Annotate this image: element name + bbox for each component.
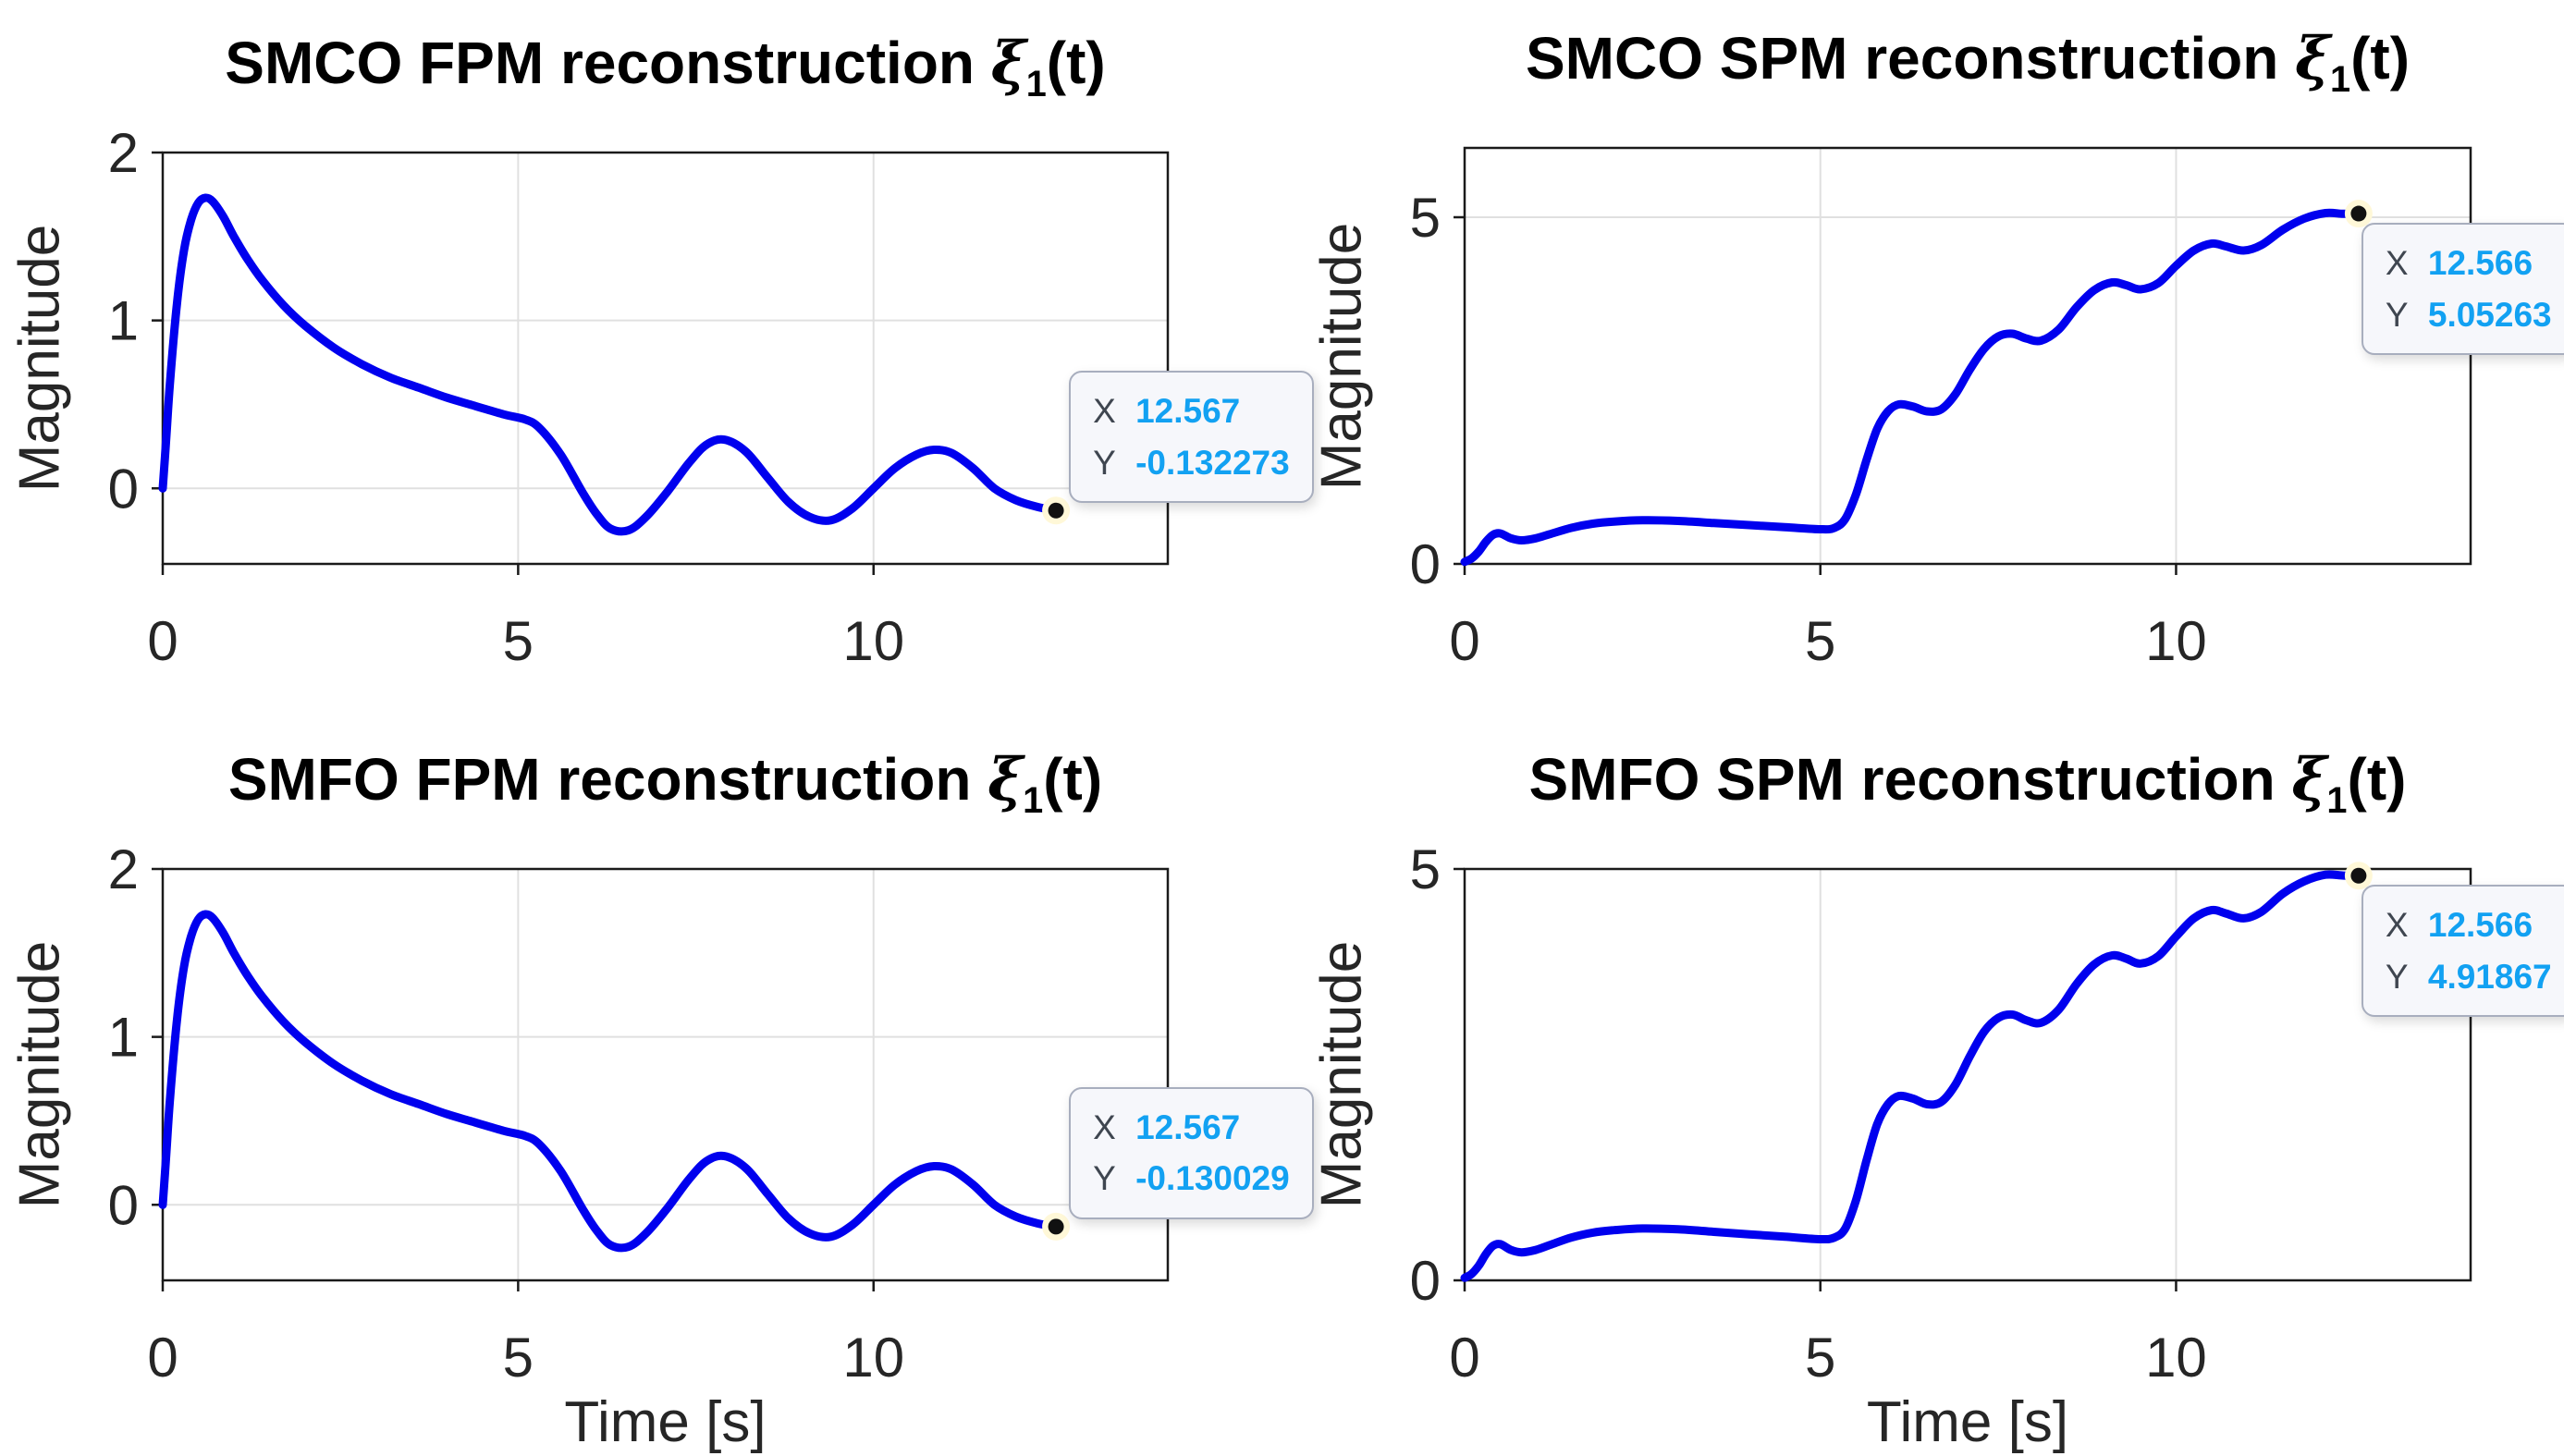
datatip-marker[interactable] — [2350, 867, 2367, 884]
y-tick-label: 0 — [1410, 533, 1441, 595]
datatip[interactable]: X 12.567 Y -0.130029 — [1069, 1086, 1314, 1219]
title-subscript: 1 — [2329, 58, 2351, 100]
datatip-y-label: Y — [2385, 295, 2409, 334]
datatip-y-row: Y 4.91867 — [2386, 951, 2552, 1003]
x-tick-label: 5 — [503, 1327, 534, 1389]
datatip-x-row: X 12.566 — [2386, 238, 2552, 289]
datatip-x-value: 12.566 — [2427, 244, 2533, 283]
datatip-y-value: -0.132273 — [1135, 443, 1290, 482]
datatip-marker[interactable] — [1048, 502, 1064, 519]
x-tick-label: 0 — [1449, 610, 1479, 672]
title-text: SMCO FPM reconstruction — [225, 30, 991, 96]
title-suffix: (t) — [1043, 746, 1103, 813]
y-tick-label: 0 — [108, 1174, 139, 1236]
axes-box — [1463, 146, 2472, 566]
xi-symbol: ξ — [988, 745, 1024, 814]
x-tick-label: 5 — [1805, 610, 1835, 672]
title-subscript: 1 — [2326, 779, 2348, 821]
plot-area-smco-fpm: 0 5 10 0 1 2 — [108, 122, 1170, 672]
x-axis-label: Time [s] — [564, 1390, 767, 1454]
x-tick-label: 0 — [1449, 1327, 1479, 1389]
datatip-y-row: Y -0.130029 — [1093, 1153, 1290, 1205]
title-suffix: (t) — [2350, 25, 2411, 92]
datatip-x-label: X — [2385, 244, 2409, 283]
datatip-y-row: Y -0.132273 — [1093, 437, 1290, 489]
y-tick-label: 2 — [108, 122, 139, 184]
title-text: SMFO SPM reconstruction — [1528, 746, 2292, 813]
datatip-x-value: 12.566 — [2427, 906, 2533, 945]
subplot-smco-spm: SMCO SPM reconstruction ξ1(t) Magnitude … — [1310, 26, 2564, 564]
datatip-y-row: Y 5.05263 — [2386, 289, 2552, 341]
plot-title: SMFO SPM reconstruction ξ1(t) — [1528, 745, 2407, 819]
datatip-x-value: 12.567 — [1135, 392, 1241, 431]
signal-curve[interactable] — [158, 193, 1061, 536]
title-subscript: 1 — [1025, 63, 1047, 104]
datatip-y-value: 5.05263 — [2427, 295, 2552, 334]
plot-title: SMFO FPM reconstruction ξ1(t) — [227, 745, 1103, 819]
plot-title: SMCO SPM reconstruction ξ1(t) — [1525, 24, 2411, 98]
plot-area-smfo-spm: 0 5 10 0 5 — [1410, 838, 2472, 1389]
x-tick-label: 10 — [842, 610, 904, 672]
y-tick-label: 5 — [1410, 187, 1441, 249]
x-tick-label: 0 — [147, 610, 178, 672]
title-subscript: 1 — [1023, 779, 1044, 821]
y-tick-label: 5 — [1410, 838, 1441, 900]
xi-symbol: ξ — [2291, 745, 2327, 814]
subplot-smfo-spm: SMFO SPM reconstruction ξ1(t) Magnitude … — [1310, 747, 2564, 1454]
datatip-x-label: X — [2385, 906, 2409, 945]
datatip-x-row: X 12.567 — [1093, 385, 1290, 437]
plot-title: SMCO FPM reconstruction ξ1(t) — [225, 29, 1106, 103]
signal-curve[interactable] — [158, 910, 1061, 1253]
axes-box — [161, 867, 1170, 1282]
y-tick-label: 1 — [108, 1007, 139, 1069]
x-axis-label: Time [s] — [1866, 1390, 2069, 1454]
subplot-smfo-fpm: SMFO FPM reconstruction ξ1(t) Magnitude … — [8, 747, 1314, 1454]
datatip-y-label: Y — [1093, 1159, 1116, 1198]
y-tick-label: 1 — [108, 290, 139, 352]
title-text: SMFO FPM reconstruction — [227, 746, 988, 813]
title-text: SMCO SPM reconstruction — [1525, 25, 2296, 92]
datatip-y-value: -0.130029 — [1135, 1159, 1290, 1198]
subplot-smco-fpm: SMCO FPM reconstruction ξ1(t) Magnitude … — [8, 31, 1314, 564]
datatip[interactable]: X 12.567 Y -0.132273 — [1069, 371, 1314, 504]
x-tick-label: 5 — [1805, 1327, 1835, 1389]
signal-curve[interactable] — [1460, 208, 2363, 567]
x-tick-label: 10 — [842, 1327, 904, 1389]
datatip[interactable]: X 12.566 Y 4.91867 — [2361, 885, 2564, 1018]
axes-box — [161, 151, 1170, 566]
axes-box — [1463, 867, 2472, 1282]
x-tick-label: 0 — [147, 1327, 178, 1389]
datatip-marker[interactable] — [2350, 205, 2367, 222]
datatip-y-value: 4.91867 — [2427, 957, 2552, 996]
datatip-x-row: X 12.566 — [2386, 899, 2552, 951]
y-tick-label: 0 — [1410, 1250, 1441, 1312]
x-tick-label: 10 — [2145, 610, 2207, 672]
y-tick-label: 0 — [108, 458, 139, 520]
datatip-x-value: 12.567 — [1135, 1107, 1241, 1146]
xi-symbol: ξ — [990, 29, 1026, 98]
xi-symbol: ξ — [2295, 24, 2330, 93]
plot-area-smco-spm: 0 5 10 0 5 — [1410, 146, 2472, 672]
signal-curve[interactable] — [1460, 870, 2363, 1282]
datatip-y-label: Y — [2385, 957, 2409, 996]
datatip-x-label: X — [1093, 1107, 1116, 1146]
datatip-marker[interactable] — [1048, 1218, 1064, 1235]
datatip[interactable]: X 12.566 Y 5.05263 — [2361, 223, 2564, 356]
datatip-x-label: X — [1093, 392, 1116, 431]
datatip-y-label: Y — [1093, 443, 1116, 482]
plot-area-smfo-fpm: 0 5 10 0 1 2 — [108, 838, 1170, 1389]
title-suffix: (t) — [2347, 746, 2407, 813]
x-tick-label: 5 — [503, 610, 534, 672]
datatip-x-row: X 12.567 — [1093, 1102, 1290, 1154]
title-suffix: (t) — [1046, 30, 1106, 96]
x-tick-label: 10 — [2145, 1327, 2207, 1389]
y-tick-label: 2 — [108, 838, 139, 900]
